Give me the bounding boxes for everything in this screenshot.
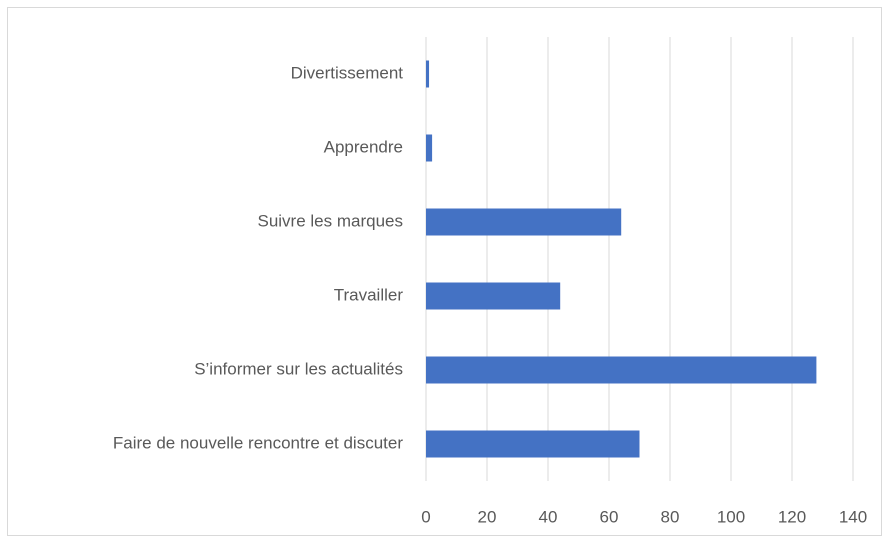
bar (426, 60, 430, 88)
y-tick-label: Divertissement (291, 63, 404, 82)
y-tick-label: Faire de nouvelle rencontre et discuter (113, 433, 403, 452)
x-tick-label: 0 (421, 507, 430, 526)
y-tick-label: S’informer sur les actualités (194, 359, 403, 378)
x-tick-label: 140 (839, 507, 867, 526)
x-tick-label: 20 (478, 507, 497, 526)
bar (426, 356, 817, 384)
x-tick-label: 100 (717, 507, 745, 526)
bar (426, 208, 622, 236)
y-tick-label: Apprendre (324, 137, 403, 156)
x-tick-label: 120 (778, 507, 806, 526)
x-tick-label: 80 (661, 507, 680, 526)
x-tick-label: 60 (600, 507, 619, 526)
bar (426, 134, 433, 162)
y-tick-label: Suivre les marques (257, 211, 403, 230)
bar (426, 430, 640, 458)
x-tick-label: 40 (539, 507, 558, 526)
y-tick-label: Travailler (334, 285, 404, 304)
bar (426, 282, 561, 310)
